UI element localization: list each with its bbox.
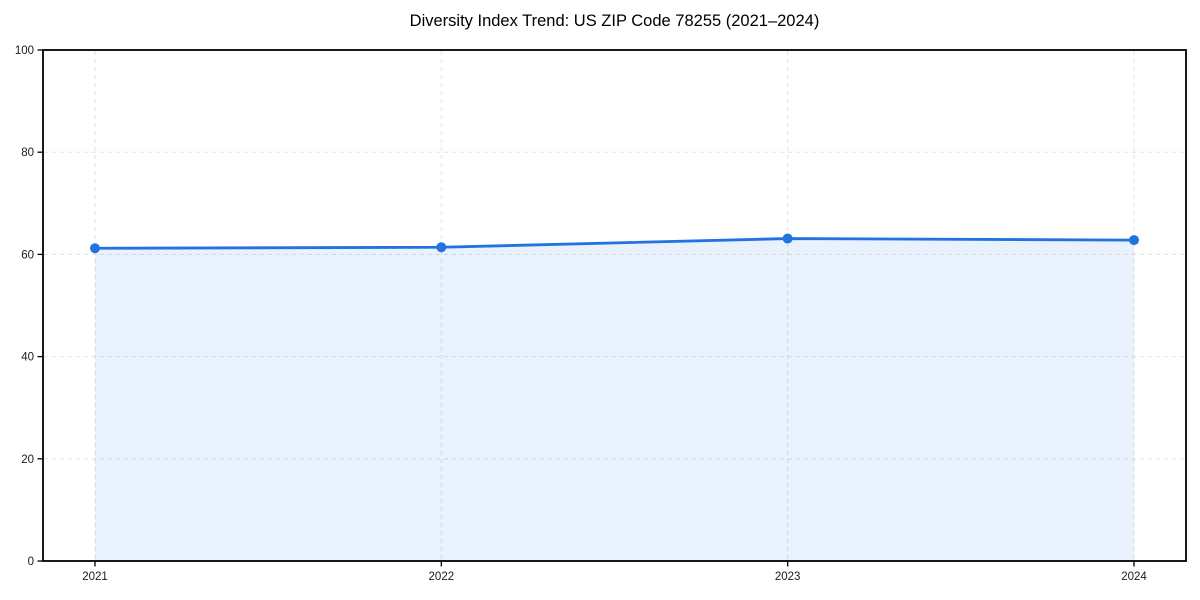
- x-tick-label: 2023: [775, 571, 801, 583]
- data-point-marker: [782, 233, 793, 244]
- y-tick-label: 100: [15, 45, 34, 57]
- x-tick-label: 2022: [429, 571, 455, 583]
- y-tick-label: 0: [28, 556, 34, 568]
- area-fill: [95, 238, 1134, 561]
- y-tick-label: 60: [21, 249, 34, 261]
- data-point-marker: [436, 242, 447, 253]
- x-tick-label: 2021: [82, 571, 108, 583]
- data-point-marker: [90, 243, 100, 254]
- y-tick-label: 40: [21, 352, 34, 364]
- plot-area: 0 20 40 60 80 100 2021 2022 2023 2024: [15, 45, 1187, 583]
- x-tick-label: 2024: [1121, 571, 1147, 583]
- data-point-marker: [1129, 235, 1139, 246]
- plot-border: [42, 49, 1187, 562]
- y-tick-label: 20: [21, 454, 34, 466]
- trend-line: [93, 237, 1136, 250]
- chart-title: Diversity Index Trend: US ZIP Code 78255…: [410, 12, 820, 30]
- y-tick-label: 80: [21, 147, 34, 159]
